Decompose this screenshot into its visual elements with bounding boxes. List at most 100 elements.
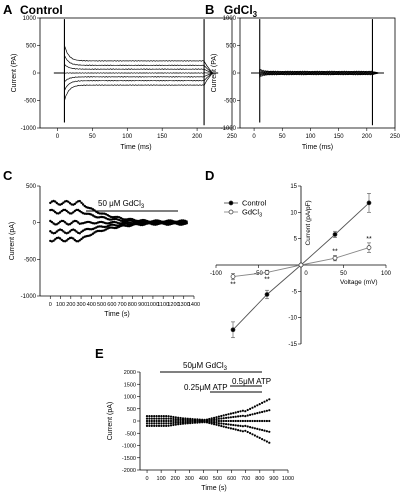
panel-e-point	[157, 424, 161, 427]
panel-e-point	[165, 419, 168, 423]
panel-c-point	[70, 221, 73, 225]
panel-c-point	[81, 203, 85, 206]
panel-e-point	[268, 441, 271, 444]
panel-e-point	[169, 422, 173, 425]
panel-c-point	[55, 230, 58, 233]
panel-a-y-tick-label: 0	[33, 71, 37, 77]
panel-d-point	[230, 274, 236, 279]
panel-e-point	[148, 422, 151, 425]
panel-e-point	[205, 421, 209, 424]
panel-e-point	[157, 417, 161, 420]
panel-e-point	[155, 417, 158, 420]
panel-a-trace	[53, 72, 219, 83]
panel-e-point	[213, 416, 216, 419]
panel-a-y-tick-label: -1000	[21, 126, 37, 132]
panel-e-y-tick-label: 500	[127, 407, 136, 413]
panel-c-x-tick-label: 1300	[178, 302, 190, 308]
panel-c-y-tick-label: -500	[24, 257, 37, 263]
panel-c-point	[104, 222, 108, 225]
panel-e-point	[184, 422, 187, 425]
panel-e-point	[167, 424, 170, 427]
panel-d-x-tick-label: 50	[340, 271, 347, 277]
panel-b-x-tick-label: 0	[252, 134, 256, 140]
panel-b-letter: B	[205, 2, 214, 17]
panel-e-point	[215, 421, 218, 424]
panel-a-x-tick-label: 0	[56, 134, 60, 140]
panel-e-point	[258, 436, 261, 439]
panel-c-y-axis-label: Current (pA)	[9, 222, 16, 261]
panel-e-point	[208, 421, 211, 425]
panel-e-point	[234, 419, 237, 423]
panel-e-point	[217, 419, 220, 423]
panel-d-point	[264, 292, 270, 297]
panel-e-point	[227, 413, 230, 416]
panel-e-point	[213, 419, 216, 423]
panel-b-trace	[251, 70, 384, 74]
panel-e-point	[153, 417, 156, 420]
panel-d-x-tick-label: -100	[210, 271, 223, 277]
panel-d-y-tick-label: -5	[292, 289, 298, 295]
panel-e-point	[222, 419, 225, 423]
panel-e-point	[150, 419, 153, 423]
panel-e-point	[253, 412, 256, 415]
panel-e-point	[162, 424, 165, 427]
panel-e-point	[153, 422, 156, 425]
panel-e-point	[213, 418, 216, 421]
panel-c-point	[109, 223, 113, 226]
panel-a-trace	[53, 55, 219, 74]
panel-c-x-tick-label: 900	[138, 302, 147, 308]
panel-d-legend-label: GdCl3	[242, 208, 262, 219]
panel-e-point	[157, 422, 161, 425]
panel-e-y-tick-label: 1500	[124, 382, 136, 388]
panel-e-point	[256, 419, 259, 423]
panel-c-point	[75, 240, 78, 243]
panel-e-gd-annotation: 50μM GdCl3	[183, 361, 228, 372]
panel-e-point	[244, 429, 247, 432]
panel-e-point	[213, 423, 216, 426]
panel-e-point	[220, 414, 223, 418]
panel-e-point	[167, 417, 170, 420]
panel-c-point	[54, 231, 57, 235]
panel-b-title-sub: 3	[253, 10, 258, 19]
panel-e-point	[232, 412, 235, 415]
panel-e-x-tick-label: 0	[146, 476, 149, 482]
panel-c-point	[62, 208, 65, 212]
panel-d-significance-mark: **	[366, 236, 372, 243]
panel-c-point	[75, 208, 78, 212]
panel-b-x-tick-label: 200	[362, 134, 373, 140]
panel-a-trace	[53, 72, 219, 102]
panel-c-point	[80, 201, 83, 204]
panel-e-point	[268, 398, 271, 401]
panel-c-point	[90, 233, 93, 236]
panel-e-point	[155, 419, 158, 423]
panel-e-point	[160, 417, 163, 420]
panel-a-x-tick-label: 50	[89, 134, 96, 140]
panel-e-point	[249, 419, 252, 423]
panel-e-point	[263, 439, 266, 442]
panel-b-y-axis-label: Current (PA)	[211, 54, 218, 93]
panel-d-y-tick-label: -10	[288, 316, 297, 322]
panel-e-point	[150, 417, 153, 420]
panel-e-point	[265, 430, 268, 433]
panel-e-point	[174, 418, 177, 421]
panel-e-point	[169, 419, 173, 423]
panel-c-point	[78, 232, 82, 235]
panel-d-significance-mark: **	[264, 276, 270, 283]
panel-c-point	[58, 211, 62, 214]
panel-b-y-tick-label: -500	[224, 99, 237, 105]
panel-c-point	[63, 221, 67, 224]
panel-c-x-tick-label: 600	[107, 302, 116, 308]
panel-d-y-axis-label: Current (pA/pF)	[305, 200, 312, 245]
panel-c-x-tick-label: 100	[56, 302, 65, 308]
panel-e-point	[186, 422, 189, 425]
panel-c-point	[109, 226, 113, 229]
panel-b-y-tick-label: 0	[233, 71, 237, 77]
panel-c-point	[73, 202, 77, 206]
panel-c-point	[78, 199, 82, 203]
panel-e-point	[203, 421, 206, 424]
panel-e-point	[227, 419, 230, 423]
panel-e-point	[268, 430, 271, 433]
panel-e-point	[201, 421, 204, 424]
panel-e-point	[210, 422, 213, 425]
